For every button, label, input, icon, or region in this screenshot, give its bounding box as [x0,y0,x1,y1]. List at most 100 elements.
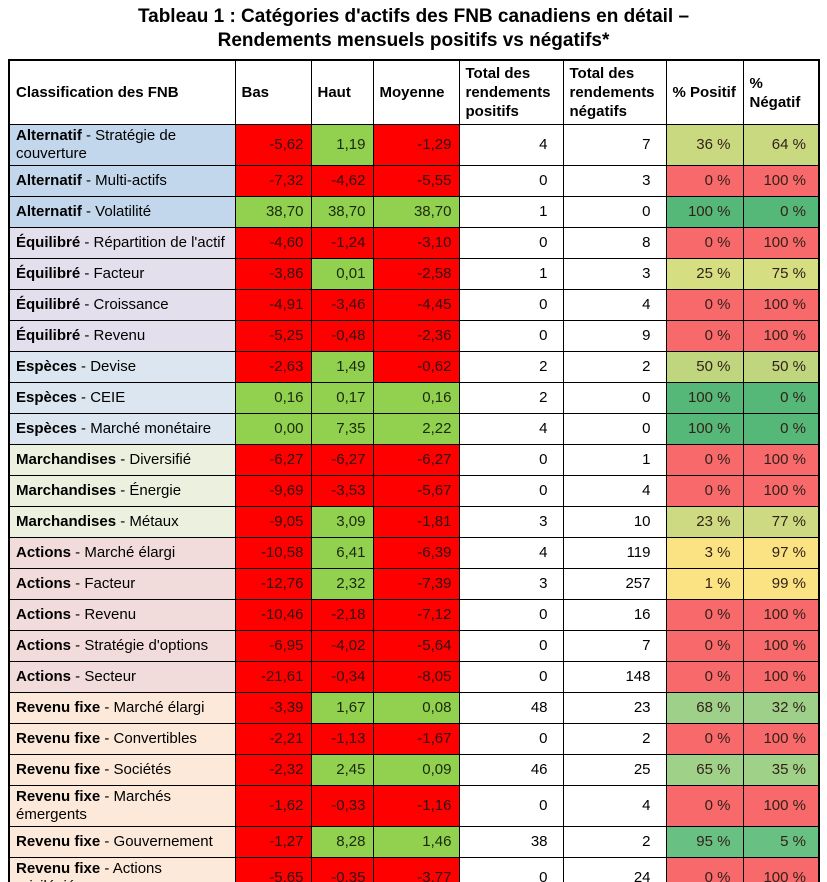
cell-bas: -5,25 [234,320,312,352]
cell-total-negatifs: 7 [562,630,667,662]
cell-bas: -3,39 [234,692,312,724]
cell-classification: Alternatif - Volatilité [8,196,236,228]
cell-haut: 0,01 [310,258,374,290]
cell-haut: 1,19 [310,124,374,166]
cell-pct-negatif: 64 % [742,124,820,166]
table-row: Espèces - Marché monétaire 0,00 7,35 2,22 4 0… [8,413,820,445]
cell-bas: -3,86 [234,258,312,290]
cell-total-negatifs: 16 [562,599,667,631]
cell-bas: -7,32 [234,165,312,197]
cell-haut: -3,53 [310,475,374,507]
cell-total-negatifs: 23 [562,692,667,724]
column-header-classification: Classification des FNB [8,59,236,125]
classification-category: Actions [16,606,72,623]
cell-pct-negatif: 75 % [742,258,820,290]
cell-bas: -1,62 [234,785,312,827]
cell-bas: -9,05 [234,506,312,538]
column-header-pct-positif: % Positif [665,59,744,125]
cell-total-positifs: 0 [458,857,564,882]
page-title-line-1: Tableau 1 : Catégories d'actifs des FNB … [137,6,690,27]
classification-category: Espèces [16,389,77,406]
cell-pct-negatif: 0 % [742,413,820,445]
cell-pct-negatif: 100 % [742,857,820,882]
cell-haut: 7,35 [310,413,374,445]
cell-haut: -1,24 [310,227,374,259]
cell-classification: Revenu fixe - Actions privilégiées [8,857,236,882]
table-row: Espèces - Devise -2,63 1,49 -0,62 2 2 50 % 50 % [8,351,820,383]
cell-pct-positif: 100 % [665,382,744,414]
cell-haut: 8,28 [310,826,374,858]
cell-total-negatifs: 0 [562,382,667,414]
classification-category: Marchandises [16,451,117,468]
cell-haut: -1,13 [310,723,374,755]
classification-category: Actions [16,668,72,685]
classification-category: Marchandises [16,482,117,499]
cell-moyenne: 2,22 [372,413,460,445]
cell-bas: -1,27 [234,826,312,858]
cell-bas: -10,46 [234,599,312,631]
cell-haut: 2,45 [310,754,374,786]
cell-pct-negatif: 35 % [742,754,820,786]
cell-moyenne: -5,67 [372,475,460,507]
classification-category: Actions [16,544,72,561]
cell-moyenne: 0,16 [372,382,460,414]
table-row: Revenu fixe - Marché élargi -3,39 1,67 0,08… [8,692,820,724]
cell-total-positifs: 4 [458,124,564,166]
cell-pct-positif: 0 % [665,475,744,507]
cell-total-positifs: 0 [458,475,564,507]
cell-total-negatifs: 0 [562,413,667,445]
cell-total-negatifs: 7 [562,124,667,166]
cell-haut: -6,27 [310,444,374,476]
table-header: Classification des FNB Bas Haut Moyenne … [8,59,820,125]
cell-total-negatifs: 3 [562,258,667,290]
cell-pct-negatif: 77 % [742,506,820,538]
cell-total-positifs: 0 [458,444,564,476]
classification-category: Alternatif [16,172,82,189]
cell-total-negatifs: 3 [562,165,667,197]
classification-category: Revenu fixe [16,860,101,877]
cell-moyenne: -1,67 [372,723,460,755]
cell-classification: Espèces - CEIE [8,382,236,414]
cell-pct-positif: 95 % [665,826,744,858]
table-row: Actions - Stratégie d'options -6,95 -4,02-… [8,630,820,662]
table-body: Alternatif - Stratégie de couverture -5,6… [8,124,820,882]
table-row: Alternatif - Volatilité 38,70 38,70 38,70 1 0… [8,196,820,228]
cell-total-positifs: 0 [458,289,564,321]
cell-haut: -2,18 [310,599,374,631]
table-row: Équilibré - Répartition de l'actif -4,60-… [8,227,820,259]
cell-classification: Alternatif - Multi-actifs [8,165,236,197]
cell-moyenne: -8,05 [372,661,460,693]
cell-bas: 38,70 [234,196,312,228]
cell-haut: 0,17 [310,382,374,414]
cell-bas: -5,62 [234,124,312,166]
cell-haut: 6,41 [310,537,374,569]
cell-moyenne: -1,81 [372,506,460,538]
cell-total-negatifs: 119 [562,537,667,569]
cell-classification: Équilibré - Facteur [8,258,236,290]
cell-pct-positif: 0 % [665,599,744,631]
column-header-pct-negatif: % Négatif [742,59,820,125]
cell-haut: 1,67 [310,692,374,724]
cell-pct-positif: 0 % [665,857,744,882]
table-row: Équilibré - Croissance -4,91 -3,46 -4,45 0 4 0… [8,289,820,321]
cell-pct-negatif: 100 % [742,289,820,321]
cell-moyenne: -2,58 [372,258,460,290]
cell-pct-positif: 0 % [665,227,744,259]
cell-haut: -3,46 [310,289,374,321]
cell-haut: -4,02 [310,630,374,662]
cell-moyenne: 38,70 [372,196,460,228]
cell-moyenne: -6,39 [372,537,460,569]
cell-total-positifs: 48 [458,692,564,724]
cell-total-positifs: 4 [458,413,564,445]
cell-total-negatifs: 2 [562,351,667,383]
cell-haut: -0,35 [310,857,374,882]
cell-classification: Actions - Secteur [8,661,236,693]
cell-bas: -6,27 [234,444,312,476]
cell-pct-negatif: 100 % [742,444,820,476]
cell-moyenne: -6,27 [372,444,460,476]
cell-bas: -12,76 [234,568,312,600]
cell-moyenne: -5,64 [372,630,460,662]
classification-category: Actions [16,575,72,592]
table-row: Revenu fixe - Sociétés -2,32 2,45 0,09 46 25 6… [8,754,820,786]
